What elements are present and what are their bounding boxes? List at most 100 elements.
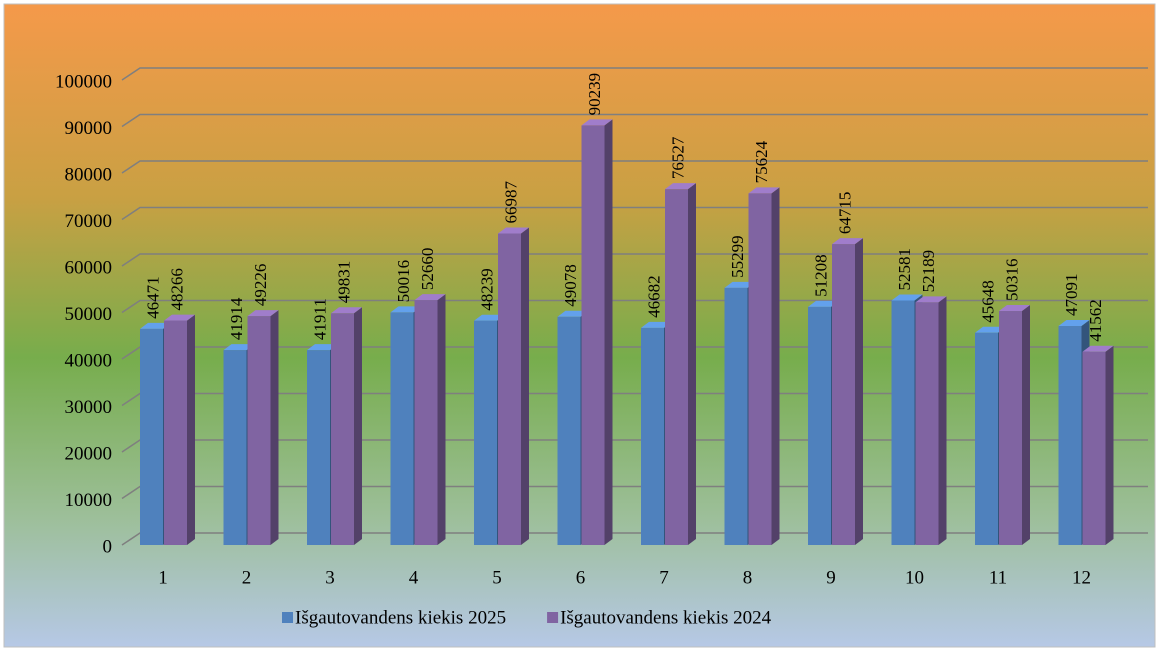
bar xyxy=(1058,326,1082,545)
value-label: 51208 xyxy=(811,254,830,297)
value-label: 41911 xyxy=(310,298,329,340)
bar-top xyxy=(1082,345,1114,352)
value-label: 64715 xyxy=(835,192,854,235)
bar-top xyxy=(247,310,279,317)
bar xyxy=(641,327,664,545)
x-tick-label: 9 xyxy=(826,567,836,588)
value-label: 50316 xyxy=(1002,259,1021,302)
bar xyxy=(724,287,748,545)
value-label: 90239 xyxy=(585,73,604,116)
bar xyxy=(915,302,939,545)
bar xyxy=(581,125,605,546)
value-label: 48266 xyxy=(167,268,186,311)
value-label: 46471 xyxy=(143,276,162,319)
bar-top xyxy=(414,294,446,301)
bar-top xyxy=(474,314,505,321)
bar-top xyxy=(307,344,338,351)
value-label: 52581 xyxy=(895,248,914,291)
y-tick-label: 20000 xyxy=(65,443,113,464)
bar xyxy=(498,233,521,546)
bar-top xyxy=(641,321,672,328)
value-label: 75624 xyxy=(752,140,771,183)
bar xyxy=(891,300,915,545)
bar-top xyxy=(498,227,529,234)
x-tick-label: 3 xyxy=(325,567,335,588)
y-tick-label: 70000 xyxy=(65,211,113,232)
bar-side xyxy=(270,310,279,545)
y-tick-label: 30000 xyxy=(65,397,113,418)
value-label: 47091 xyxy=(1062,274,1081,317)
bar xyxy=(223,350,247,545)
bar-top xyxy=(581,119,613,126)
bar xyxy=(331,313,354,545)
bar xyxy=(474,320,497,545)
x-tick-label: 8 xyxy=(743,567,753,588)
value-label: 41562 xyxy=(1086,299,1105,342)
y-tick-label: 40000 xyxy=(65,350,113,371)
x-tick-label: 6 xyxy=(576,567,586,588)
bar-side xyxy=(1022,305,1030,545)
bar-top xyxy=(748,187,780,194)
y-tick-label: 50000 xyxy=(65,304,113,325)
x-tick-label: 2 xyxy=(242,567,252,588)
bar-top xyxy=(223,344,255,351)
value-label: 41914 xyxy=(227,297,246,340)
bar-top xyxy=(665,183,696,190)
bar xyxy=(748,193,772,546)
legend-swatch xyxy=(547,612,559,623)
bar-top xyxy=(390,306,422,313)
grid-line xyxy=(121,160,1148,174)
grid-line xyxy=(121,299,1148,314)
value-label: 46682 xyxy=(644,275,663,318)
x-tick-label: 7 xyxy=(659,567,669,588)
value-label: 66987 xyxy=(501,181,520,224)
bar xyxy=(307,350,330,545)
x-tick-label: 5 xyxy=(492,567,502,588)
bar xyxy=(1082,351,1106,545)
y-tick-label: 100000 xyxy=(55,71,112,92)
bar-side xyxy=(521,227,529,546)
grid-line xyxy=(121,67,1148,81)
value-label: 48239 xyxy=(477,268,496,311)
bar-side xyxy=(771,187,780,546)
bar-side xyxy=(187,314,195,545)
value-label: 49078 xyxy=(561,264,580,307)
legend-swatch xyxy=(282,612,293,623)
y-tick-label: 0 xyxy=(103,536,113,557)
value-label: 50016 xyxy=(394,260,413,303)
bar-top xyxy=(164,314,195,321)
x-tick-label: 1 xyxy=(158,567,168,588)
bar xyxy=(557,316,581,545)
bar-top xyxy=(915,296,947,303)
bar-top xyxy=(140,322,171,329)
y-tick-label: 80000 xyxy=(65,164,113,185)
bar-side xyxy=(354,307,362,545)
value-label: 49831 xyxy=(334,261,353,304)
bar-top xyxy=(808,300,839,307)
bar xyxy=(247,316,271,545)
grid-line xyxy=(121,113,1148,128)
value-label: 49226 xyxy=(251,264,270,307)
bar-top xyxy=(891,294,923,301)
bar-top xyxy=(557,310,589,317)
bar-side xyxy=(1105,345,1114,545)
legend-label: Išgautovandens kiekis 2024 xyxy=(560,607,772,628)
bar xyxy=(140,328,163,545)
x-tick-label: 12 xyxy=(1072,567,1091,588)
value-label: 52189 xyxy=(919,250,938,293)
bar xyxy=(999,311,1022,545)
legend-label: Išgautovandens kiekis 2025 xyxy=(295,607,506,628)
x-tick-label: 4 xyxy=(409,567,419,588)
bar-top xyxy=(331,307,362,314)
value-label: 52660 xyxy=(418,248,437,291)
bar-top xyxy=(724,281,756,288)
bar-side xyxy=(938,296,947,545)
bar xyxy=(665,189,688,545)
value-label: 55299 xyxy=(728,235,747,278)
value-label: 76527 xyxy=(668,136,687,179)
x-tick-label: 10 xyxy=(905,567,924,588)
bar xyxy=(390,312,414,545)
bar xyxy=(414,300,438,545)
bar xyxy=(975,332,998,545)
